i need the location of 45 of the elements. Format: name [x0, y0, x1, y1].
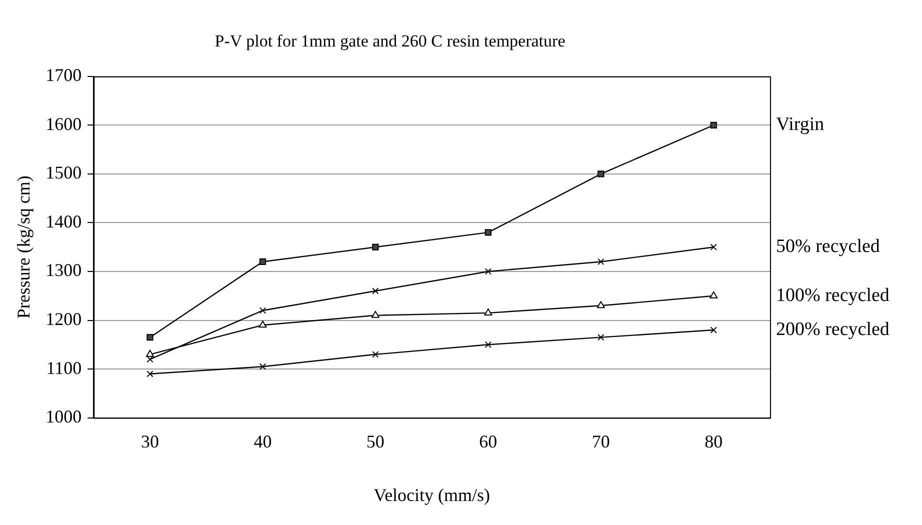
- y-tick-label: 1200: [46, 308, 82, 329]
- point: [258, 320, 267, 328]
- point: [598, 334, 604, 341]
- point: [484, 308, 492, 316]
- point: [484, 268, 492, 275]
- point: [372, 288, 379, 294]
- point: [710, 291, 718, 298]
- x-axis-title: Velocity (mm/s): [374, 484, 490, 505]
- point: [259, 307, 266, 314]
- point: [484, 341, 492, 348]
- y-axis-title: Pressure (kg/sq cm): [14, 176, 34, 319]
- y-tick-label: 1100: [46, 358, 82, 378]
- point: [259, 258, 266, 266]
- point: [371, 310, 380, 318]
- y-tick-label: 1600: [46, 114, 82, 134]
- y-tick-label: 1700: [46, 65, 82, 86]
- point: [372, 244, 379, 250]
- point: [710, 244, 717, 250]
- x-tick-label: 30: [140, 431, 159, 452]
- y-tick-label: 1500: [46, 162, 82, 183]
- x-tick-label: 70: [592, 431, 610, 452]
- text: Virgin: [776, 114, 825, 136]
- y-tick-label: 1300: [46, 260, 82, 280]
- point: [259, 363, 266, 370]
- point: [484, 229, 492, 236]
- point: [596, 301, 605, 308]
- x-tick-label: 40: [254, 431, 272, 452]
- x-tick-label: 50: [366, 431, 384, 452]
- x-tick-label: 80: [704, 431, 723, 452]
- y-tick-label: 1400: [46, 211, 82, 232]
- point: [710, 326, 717, 334]
- point: [146, 350, 154, 357]
- x-tick-label: 60: [479, 431, 498, 452]
- point: [710, 122, 717, 128]
- text: 200% recycled: [776, 318, 890, 340]
- point: [146, 334, 154, 341]
- chart-title: P-V plot for 1mm gate and 260 C resin temperature: [214, 32, 566, 51]
- text: 100% recycled: [776, 284, 890, 306]
- point: [146, 356, 154, 363]
- point: [146, 370, 154, 378]
- point: [598, 258, 604, 266]
- point: [372, 351, 379, 358]
- y-tick-label: 1000: [46, 406, 82, 427]
- point: [598, 170, 604, 178]
- text: 50% recycled: [776, 236, 880, 258]
